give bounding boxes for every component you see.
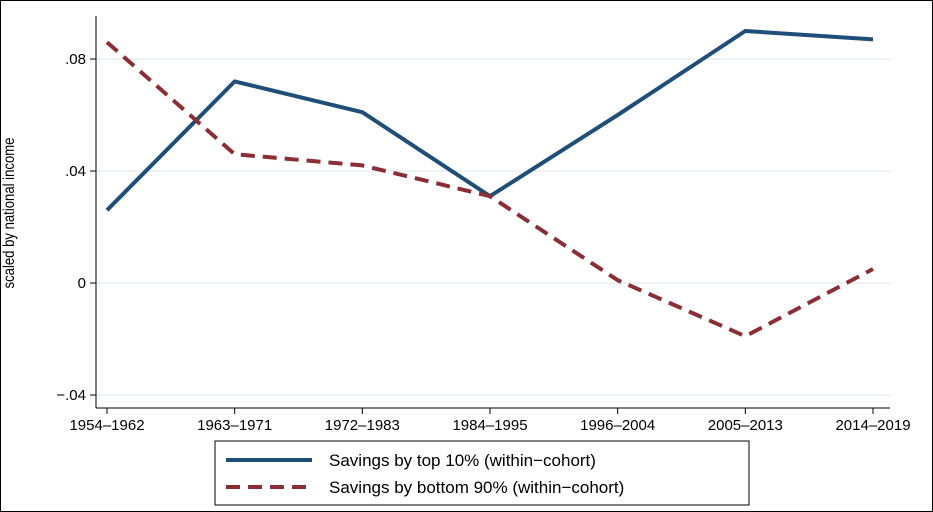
x-tick-label: 1984–1995 bbox=[452, 417, 527, 434]
legend-box bbox=[214, 440, 750, 506]
x-tick-label: 1954–1962 bbox=[69, 417, 144, 434]
y-tick-label: −.04 bbox=[56, 387, 86, 404]
x-tick-label: 1996–2004 bbox=[580, 417, 655, 434]
series-lines bbox=[105, 29, 874, 339]
x-tick-label: 1963–1971 bbox=[197, 417, 272, 434]
x-tick-label: 1972–1983 bbox=[325, 417, 400, 434]
x-tick-label: 2014–2019 bbox=[835, 417, 910, 434]
y-axis-title: scaled by national income bbox=[1, 138, 18, 289]
y-axis-ticks: −.04 0 .04 .08 bbox=[56, 51, 96, 404]
legend: Savings by top 10% (within−cohort) Savin… bbox=[214, 440, 750, 506]
series-line-top10 bbox=[105, 29, 874, 212]
y-tick-label: .04 bbox=[65, 163, 86, 180]
y-tick-label: .08 bbox=[65, 51, 86, 68]
series-line-bottom90 bbox=[105, 40, 874, 339]
x-tick-label: 2005–2013 bbox=[708, 417, 783, 434]
axes bbox=[95, 16, 890, 409]
y-tick-label: 0 bbox=[78, 275, 86, 292]
gridlines bbox=[96, 58, 890, 396]
legend-label-bottom90: Savings by bottom 90% (within−cohort) bbox=[329, 478, 624, 497]
legend-label-top10: Savings by top 10% (within−cohort) bbox=[329, 451, 596, 470]
x-axis-ticks: 1954–1962 1963–1971 1972–1983 1984–1995 1996… bbox=[69, 408, 911, 434]
